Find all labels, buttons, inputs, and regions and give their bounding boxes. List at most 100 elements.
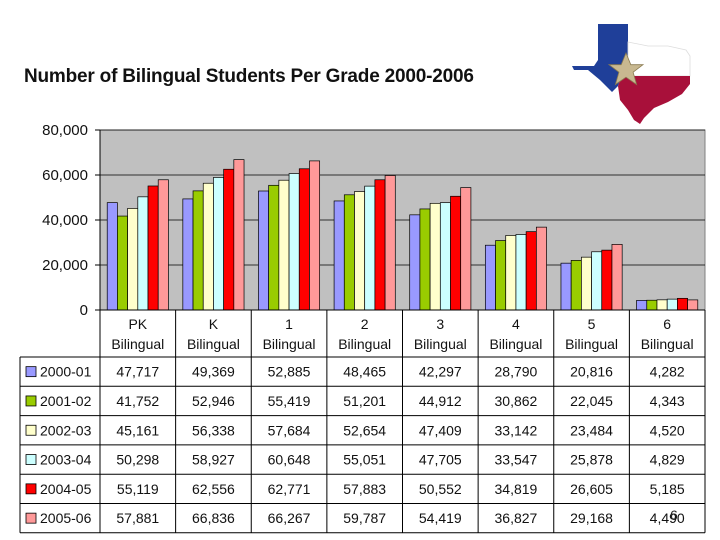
category-label: Bilingual — [565, 336, 618, 352]
bar — [591, 251, 603, 311]
data-label: 52,946 — [192, 393, 235, 409]
category-label: K — [209, 316, 219, 332]
data-label: 66,267 — [268, 510, 311, 526]
bar — [525, 231, 537, 311]
data-label: 49,369 — [192, 364, 235, 380]
y-axis: 0 20,000 40,000 60,000 80,000 — [42, 122, 101, 319]
y-tick-label: 60,000 — [42, 167, 88, 184]
bar — [581, 256, 592, 311]
data-label: 20,816 — [570, 364, 613, 380]
bar — [192, 190, 204, 311]
data-label: 55,051 — [343, 452, 386, 468]
data-label: 52,885 — [268, 364, 311, 380]
data-label: 22,045 — [570, 393, 613, 409]
category-label: Bilingual — [187, 336, 240, 352]
bar — [127, 208, 139, 311]
data-label: 57,881 — [116, 510, 159, 526]
legend-swatch — [25, 454, 37, 465]
data-label: 25,878 — [570, 452, 613, 468]
category-label: 2 — [361, 316, 369, 332]
y-tick-label: 0 — [80, 302, 88, 319]
category-label: 3 — [436, 316, 444, 332]
data-label: 60,648 — [268, 452, 311, 468]
data-label: 28,790 — [495, 364, 538, 380]
bar — [495, 240, 507, 311]
bar — [677, 297, 688, 311]
bar — [484, 244, 496, 311]
category-label: Bilingual — [111, 336, 164, 352]
data-label: 56,338 — [192, 422, 235, 438]
data-label: 4,490 — [650, 510, 685, 526]
category-label: Bilingual — [338, 336, 391, 352]
legend-swatch — [25, 483, 37, 495]
bar — [182, 198, 194, 311]
category-label: Bilingual — [263, 336, 316, 352]
bar — [157, 179, 169, 311]
legend-swatch — [25, 424, 37, 436]
data-label: 30,862 — [495, 393, 538, 409]
bar — [117, 215, 128, 311]
data-label: 55,119 — [117, 481, 159, 497]
bar — [288, 173, 300, 311]
bar — [384, 175, 396, 311]
series-label: 2005-06 — [40, 510, 92, 526]
series-label: 2000-01 — [40, 364, 92, 380]
bar — [374, 179, 386, 311]
data-label: 26,605 — [570, 481, 613, 497]
bar — [202, 182, 214, 311]
data-label: 57,684 — [268, 422, 311, 438]
bar — [570, 260, 582, 311]
series-label: 2001-02 — [40, 393, 92, 409]
bar — [505, 235, 517, 311]
category-label: PK — [128, 316, 147, 332]
data-label: 44,912 — [419, 393, 462, 409]
data-label: 50,298 — [116, 452, 159, 468]
data-label: 36,827 — [495, 510, 538, 526]
data-label: 59,787 — [343, 510, 386, 526]
category-label: Bilingual — [489, 336, 542, 352]
bar — [278, 179, 290, 311]
data-label: 33,142 — [495, 422, 538, 438]
bar — [354, 191, 366, 311]
bar — [646, 299, 658, 311]
bar — [611, 244, 623, 311]
data-label: 55,419 — [268, 393, 311, 409]
bar — [560, 262, 572, 311]
legend-swatch — [25, 512, 37, 524]
data-label: 54,419 — [419, 510, 462, 526]
data-label: 4,829 — [650, 452, 685, 468]
data-label: 51,201 — [343, 393, 386, 409]
series-label: 2002-03 — [40, 422, 92, 438]
texas-blue-region — [572, 24, 628, 92]
bar — [687, 299, 699, 311]
data-label: 33,547 — [495, 452, 538, 468]
bar — [268, 184, 280, 311]
legend-swatch — [25, 395, 37, 407]
category-label: Bilingual — [414, 336, 467, 352]
data-label: 66,836 — [192, 510, 235, 526]
data-label: 52,654 — [343, 422, 386, 438]
bars — [106, 159, 699, 311]
series-label: 2004-05 — [40, 481, 92, 497]
bar — [439, 202, 451, 311]
bar — [147, 185, 159, 311]
bar — [106, 202, 118, 311]
bar — [137, 196, 149, 311]
bar — [298, 168, 310, 311]
bar — [450, 195, 462, 311]
page-number: 6 — [670, 507, 678, 523]
data-label: 42,297 — [419, 364, 462, 380]
category-label: 5 — [588, 316, 596, 332]
data-label: 34,819 — [495, 481, 538, 497]
data-table: PK Bilingual K Bilingual 1 Bilingual 2 Bilingua… — [19, 309, 706, 534]
data-label: 57,883 — [343, 481, 386, 497]
data-label: 58,927 — [192, 452, 235, 468]
data-label: 62,771 — [268, 481, 311, 497]
data-label: 4,282 — [650, 364, 685, 380]
data-label: 41,752 — [116, 393, 159, 409]
data-label: 45,161 — [116, 422, 159, 438]
data-label: 47,717 — [116, 364, 159, 380]
data-label: 29,168 — [570, 510, 613, 526]
legend-swatch — [25, 366, 37, 378]
